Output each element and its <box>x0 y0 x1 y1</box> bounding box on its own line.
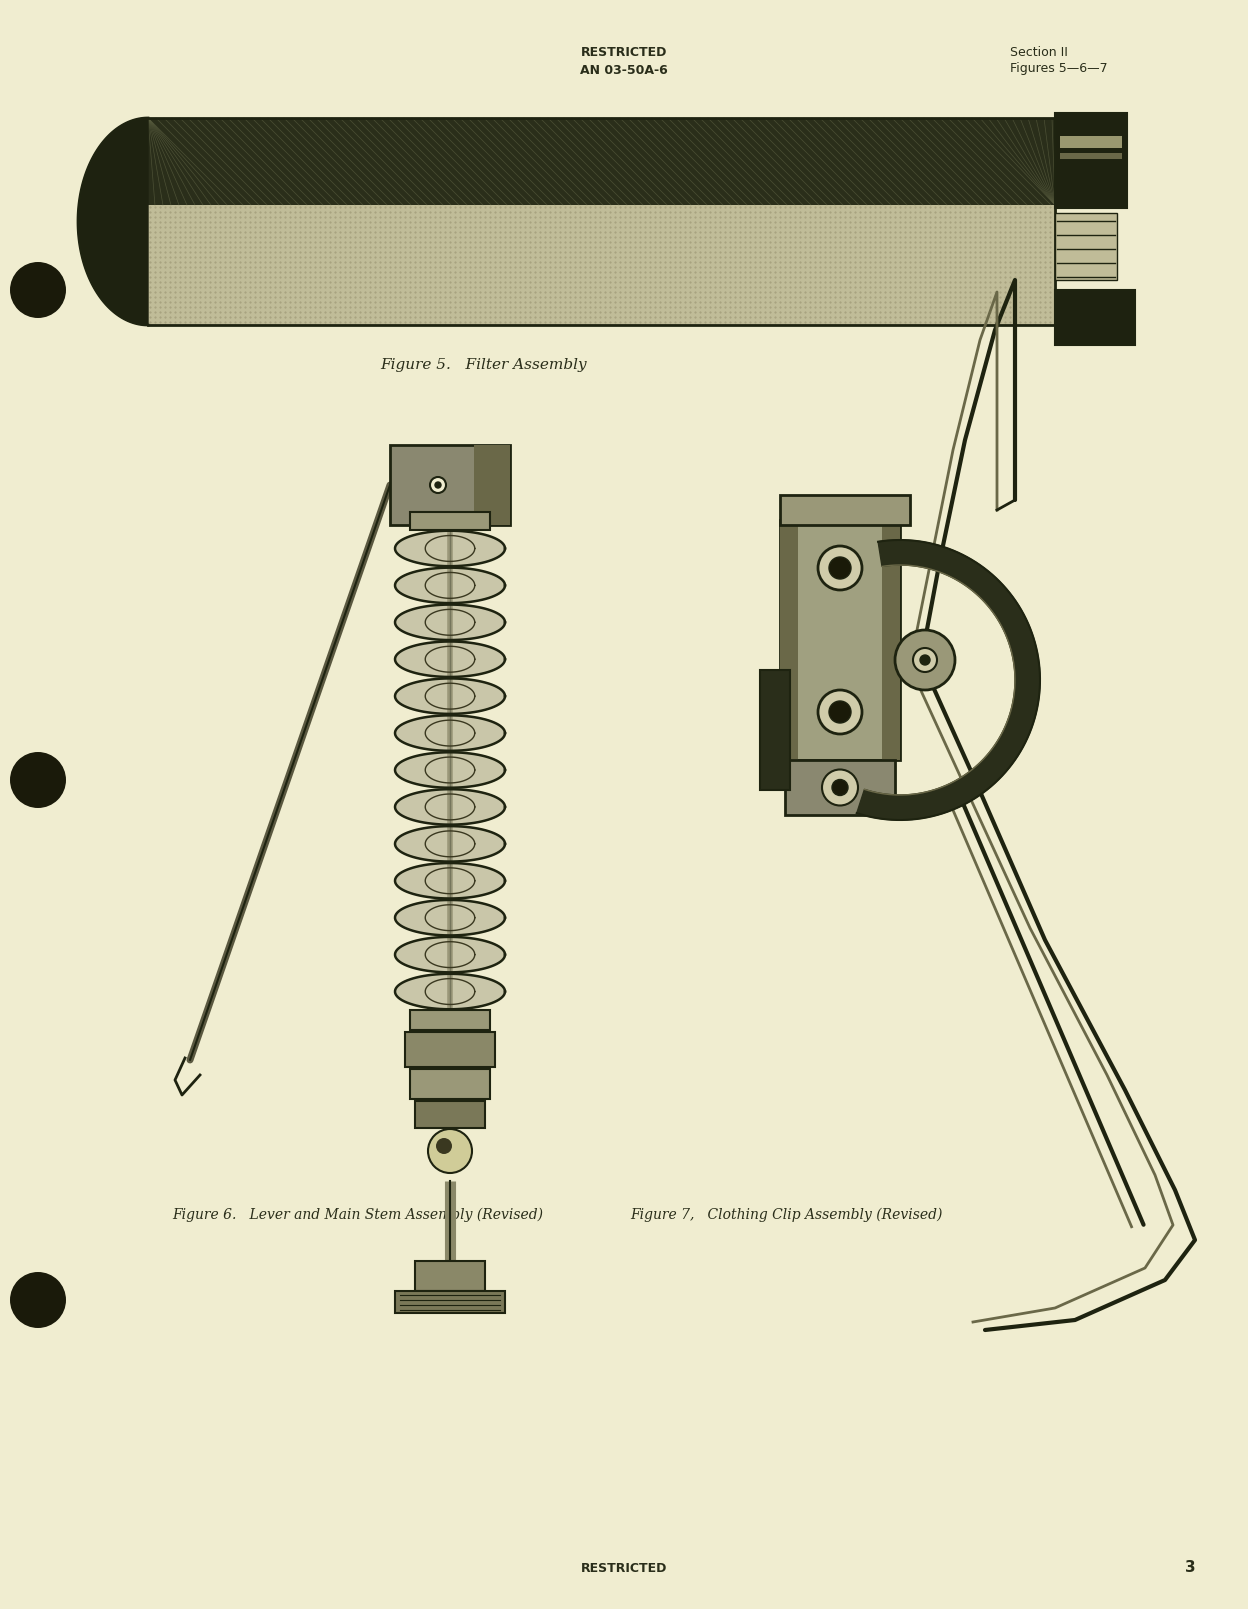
Polygon shape <box>396 753 505 788</box>
Polygon shape <box>396 605 505 640</box>
Bar <box>1055 113 1127 208</box>
Bar <box>411 1068 490 1099</box>
Text: Figure 6.   Lever and Main Stem Assembly (Revised): Figure 6. Lever and Main Stem Assembly (… <box>172 1208 543 1223</box>
Polygon shape <box>396 642 505 677</box>
Circle shape <box>832 779 847 795</box>
Bar <box>149 117 1055 204</box>
Text: Section II: Section II <box>1010 45 1068 58</box>
Bar <box>411 1010 490 1030</box>
Circle shape <box>431 476 446 492</box>
Circle shape <box>822 769 859 806</box>
Circle shape <box>436 483 441 488</box>
Bar <box>780 520 797 759</box>
Circle shape <box>895 631 955 690</box>
Polygon shape <box>79 117 149 325</box>
Bar <box>406 1031 495 1067</box>
Bar <box>1055 212 1117 280</box>
Bar <box>882 520 900 759</box>
Circle shape <box>428 1130 472 1173</box>
Text: RESTRICTED: RESTRICTED <box>580 45 668 58</box>
Bar <box>760 669 790 790</box>
Polygon shape <box>396 679 505 714</box>
Bar <box>1055 290 1134 344</box>
Circle shape <box>829 702 851 722</box>
Text: Figure 7,   Clothing Clip Assembly (Revised): Figure 7, Clothing Clip Assembly (Revise… <box>630 1208 942 1223</box>
Bar <box>416 1261 485 1290</box>
Circle shape <box>10 1273 66 1327</box>
Circle shape <box>920 655 930 665</box>
Circle shape <box>10 262 66 319</box>
Bar <box>780 496 910 525</box>
Circle shape <box>829 557 851 579</box>
Polygon shape <box>396 716 505 751</box>
Bar <box>780 520 900 759</box>
Bar <box>474 446 510 525</box>
Text: AN 03-50A-6: AN 03-50A-6 <box>580 63 668 77</box>
Text: Figures 5—6—7: Figures 5—6—7 <box>1010 61 1108 74</box>
Bar <box>389 446 510 525</box>
Polygon shape <box>396 862 505 898</box>
Bar <box>411 512 490 529</box>
Circle shape <box>817 545 862 591</box>
Polygon shape <box>396 788 505 825</box>
Polygon shape <box>396 531 505 566</box>
Circle shape <box>436 1138 452 1154</box>
Polygon shape <box>856 541 1040 821</box>
Text: 3: 3 <box>1184 1561 1196 1575</box>
Polygon shape <box>396 973 505 1009</box>
Bar <box>149 204 1055 325</box>
Polygon shape <box>396 899 505 935</box>
Bar <box>785 759 895 816</box>
Circle shape <box>914 648 937 673</box>
Text: Figure 5.   Filter Assembly: Figure 5. Filter Assembly <box>379 357 587 372</box>
Bar <box>1060 137 1122 148</box>
Bar <box>1060 153 1122 159</box>
Bar <box>396 1290 505 1313</box>
Polygon shape <box>396 825 505 861</box>
Circle shape <box>10 751 66 808</box>
Polygon shape <box>396 936 505 972</box>
Bar <box>416 1101 485 1128</box>
Circle shape <box>817 690 862 734</box>
Polygon shape <box>396 568 505 603</box>
Text: RESTRICTED: RESTRICTED <box>580 1561 668 1575</box>
